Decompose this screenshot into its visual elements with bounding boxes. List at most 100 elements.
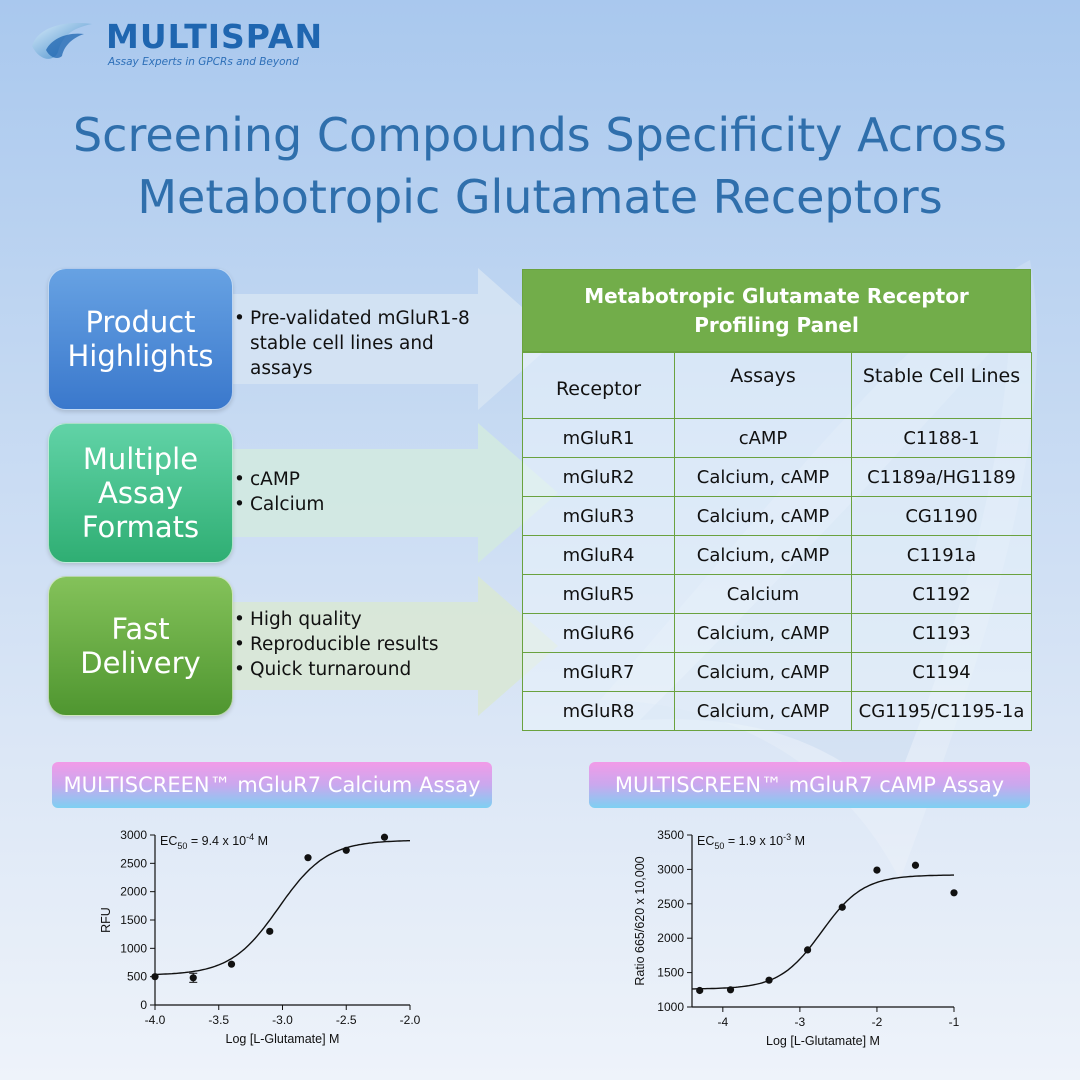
table-header-row: Receptor Assays Stable Cell Lines xyxy=(522,352,1032,419)
x-tick-label: -2.0 xyxy=(400,1013,421,1027)
feature-bullets: High quality Reproducible results Quick … xyxy=(234,607,494,682)
brand-logo: MULTISPAN Assay Experts in GPCRs and Bey… xyxy=(28,14,368,74)
panel-title-line-2: Profiling Panel xyxy=(694,312,859,337)
y-tick-label: 1500 xyxy=(657,966,684,980)
cell-line-cell: C1188-1 xyxy=(851,418,1032,458)
receptor-cell: mGluR8 xyxy=(522,691,675,731)
x-tick-label: -3.0 xyxy=(272,1013,293,1027)
panel-title-line-1: Metabotropic Glutamate Receptor xyxy=(584,283,969,308)
data-point xyxy=(227,960,236,968)
x-tick-label: -1 xyxy=(949,1015,960,1029)
assays-cell: Calcium, cAMP xyxy=(674,613,852,653)
y-tick-label: 2500 xyxy=(657,897,684,911)
data-point xyxy=(873,866,881,874)
receptor-cell: mGluR2 xyxy=(522,457,675,497)
ec50-annotation: EC50 = 1.9 x 10-3 M xyxy=(697,832,805,851)
feature-multiple-assay-formats: Multiple Assay Formats cAMP Calcium xyxy=(48,423,558,563)
camp-assay-label: MULTISCREEN™ mGluR7 cAMP Assay xyxy=(589,762,1030,808)
data-point xyxy=(950,889,958,897)
table-row: mGluR3 Calcium, cAMP CG1190 xyxy=(522,496,1032,536)
feature-heading-line: Assay xyxy=(98,476,183,510)
assays-cell: Calcium, cAMP xyxy=(674,457,852,497)
x-tick-label: -3 xyxy=(795,1015,806,1029)
cell-line-cell: C1189a/HG1189 xyxy=(851,457,1032,497)
feature-heading-line: Formats xyxy=(81,510,200,544)
feature-heading-line: Product xyxy=(85,305,196,339)
column-header-receptor: Receptor xyxy=(522,352,675,419)
feature-fast-delivery: Fast Delivery High quality Reproducible … xyxy=(48,576,558,716)
receptor-table: Receptor Assays Stable Cell Lines mGluR1… xyxy=(522,352,1032,731)
bullet-item: Reproducible results xyxy=(234,632,494,657)
bullet-item: Quick turnaround xyxy=(234,657,494,682)
table-row: mGluR5 Calcium C1192 xyxy=(522,574,1032,614)
fit-curve xyxy=(154,840,410,976)
title-line-2: Metabotropic Glutamate Receptors xyxy=(137,170,943,224)
table-row: mGluR1 cAMP C1188-1 xyxy=(522,418,1032,458)
cell-line-cell: CG1190 xyxy=(851,496,1032,536)
data-point xyxy=(342,846,350,854)
column-header-cell-lines: Stable Cell Lines xyxy=(851,352,1032,419)
column-header-assays: Assays xyxy=(674,352,852,419)
table-row: mGluR4 Calcium, cAMP C1191a xyxy=(522,535,1032,575)
fit-curve xyxy=(692,874,954,990)
receptor-cell: mGluR6 xyxy=(522,613,675,653)
y-tick-label: 3500 xyxy=(657,828,684,842)
multiple-assay-formats-box: Multiple Assay Formats xyxy=(48,423,233,563)
receptor-cell: mGluR3 xyxy=(522,496,675,536)
title-line-1: Screening Compounds Specificity Across xyxy=(72,108,1008,162)
camp-dose-response-chart: 1000 1500 2000 2500 3000 3500 -4 -3 -2 -1 Log [L-G… xyxy=(633,828,960,1048)
feature-heading-line: Highlights xyxy=(67,339,214,373)
y-axis-label: Ratio 665/620 x 10,000 xyxy=(633,856,647,985)
data-point xyxy=(696,986,704,995)
data-point xyxy=(838,903,846,911)
x-tick-label: -4.0 xyxy=(145,1013,166,1027)
data-point xyxy=(726,986,735,994)
table-row: mGluR2 Calcium, cAMP C1189a/HG1189 xyxy=(522,457,1032,497)
table-row: mGluR8 Calcium, cAMP CG1195/C1195-1a xyxy=(522,691,1032,731)
bullet-item: Pre-validated mGluR1-8 stable cell lines… xyxy=(234,306,484,381)
y-tick-label: 3000 xyxy=(120,828,147,842)
data-point xyxy=(189,974,197,982)
x-tick-label: -2.5 xyxy=(336,1013,357,1027)
receptor-cell: mGluR5 xyxy=(522,574,675,614)
y-tick-label: 2500 xyxy=(120,856,147,870)
data-point xyxy=(266,927,274,935)
assays-cell: Calcium xyxy=(674,574,852,614)
feature-bullets: Pre-validated mGluR1-8 stable cell lines… xyxy=(234,306,484,381)
product-highlights-box: Product Highlights xyxy=(48,268,233,410)
y-tick-label: 1000 xyxy=(120,941,147,955)
cell-line-cell: CG1195/C1195-1a xyxy=(851,691,1032,731)
y-tick-label: 2000 xyxy=(657,931,684,945)
data-point xyxy=(911,861,920,869)
assays-cell: cAMP xyxy=(674,418,852,458)
assays-cell: Calcium, cAMP xyxy=(674,652,852,692)
y-tick-label: 1000 xyxy=(657,1000,684,1014)
x-tick-label: -2 xyxy=(872,1015,883,1029)
ec50-annotation: EC50 = 9.4 x 10-4 M xyxy=(160,832,268,851)
y-tick-label: 500 xyxy=(127,970,147,984)
assays-cell: Calcium, cAMP xyxy=(674,691,852,731)
multispan-logo-icon xyxy=(32,22,92,59)
bullet-item: Calcium xyxy=(234,492,484,517)
receptor-cell: mGluR1 xyxy=(522,418,675,458)
y-tick-label: 0 xyxy=(140,998,147,1012)
x-axis-label: Log [L-Glutamate] M xyxy=(226,1032,340,1046)
y-tick-label: 1500 xyxy=(120,913,147,927)
x-tick-label: -3.5 xyxy=(208,1013,229,1027)
table-row: mGluR7 Calcium, cAMP C1194 xyxy=(522,652,1032,692)
assays-cell: Calcium, cAMP xyxy=(674,535,852,575)
cell-line-cell: C1192 xyxy=(851,574,1032,614)
data-point xyxy=(151,973,159,981)
x-axis-label: Log [L-Glutamate] M xyxy=(766,1034,880,1048)
calcium-dose-response-chart: 0 500 1000 1500 2000 2500 3000 -4.0 -3.5 -3.0 -2.5… xyxy=(99,828,421,1046)
feature-product-highlights: Product Highlights Pre-validated mGluR1-… xyxy=(48,268,558,410)
bullet-item: High quality xyxy=(234,607,494,632)
data-point xyxy=(765,976,773,984)
data-point xyxy=(304,854,312,862)
y-tick-label: 3000 xyxy=(657,862,684,876)
cell-line-cell: C1193 xyxy=(851,613,1032,653)
bullet-item: cAMP xyxy=(234,467,484,492)
page-title: Screening Compounds Specificity Across M… xyxy=(20,104,1060,228)
brand-tagline: Assay Experts in GPCRs and Beyond xyxy=(108,56,299,68)
brand-name: MULTISPAN xyxy=(106,17,324,56)
